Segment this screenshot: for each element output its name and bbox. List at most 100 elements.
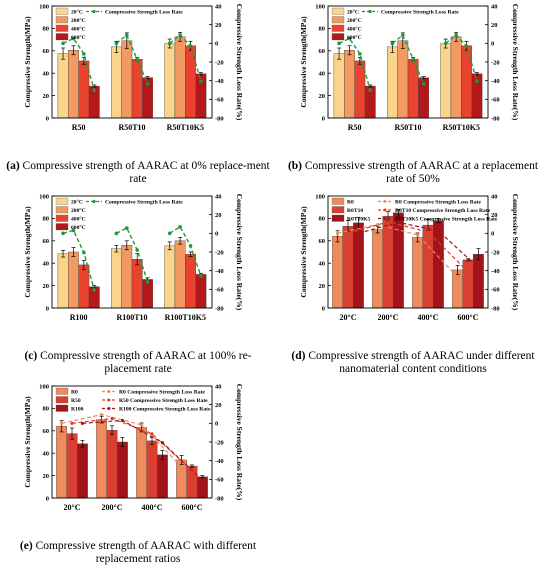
bar [332, 236, 344, 309]
loss-rate-point [396, 220, 400, 224]
legend-swatch [331, 197, 345, 205]
plot-frame [51, 385, 213, 499]
x-category-label: R50T10 [394, 123, 421, 132]
y2-tick-label: 40 [491, 193, 498, 200]
legend-marker [92, 199, 96, 204]
bar [110, 46, 122, 119]
legend-label: R50 [71, 398, 81, 404]
loss-rate-point [167, 231, 172, 236]
y-tick-label: 40 [319, 261, 326, 268]
legend-marker [107, 390, 111, 393]
y2-tick-label: -40 [215, 458, 224, 465]
y2-tick-label: -20 [491, 59, 500, 66]
chart-c: 0 20 40 60 80 100 -80 -60 -40 -20 0 20 40 R100 R100T10… [0, 190, 274, 350]
y-tick-label: 20 [43, 283, 50, 290]
y2-tick-label: -20 [215, 249, 224, 256]
loss-rate-point [125, 226, 129, 230]
loss-rate-line [358, 221, 479, 269]
loss-rate-point [368, 88, 373, 93]
y2-axis-title: Compressive Strength Loss Rate(%) [511, 4, 520, 121]
y2-tick-label: 20 [491, 212, 498, 219]
y2-tick-label: -60 [215, 287, 224, 294]
y-tick-label: 0 [322, 305, 325, 312]
y2-tick-label: -60 [215, 477, 224, 484]
y-axis-title: Compressive Strength(MPa) [299, 206, 308, 298]
legend-swatch [55, 24, 69, 32]
loss-rate-point [358, 52, 362, 56]
loss-rate-line [115, 34, 149, 85]
bar [106, 430, 118, 499]
legend-marker [107, 398, 111, 402]
y2-tick-label: -80 [491, 115, 500, 122]
y2-tick-label: 0 [491, 231, 494, 238]
y-tick-label: 0 [46, 305, 49, 312]
y2-tick-label: -60 [491, 287, 500, 294]
bar [57, 253, 69, 309]
bar [56, 426, 68, 499]
y-tick-label: 40 [43, 261, 50, 268]
loss-rate-line [347, 221, 469, 273]
y2-tick-label: 40 [491, 3, 498, 10]
legend-swatch [55, 404, 69, 412]
y-tick-label: 0 [46, 495, 49, 502]
y-tick-label: 60 [43, 238, 50, 245]
legend-swatch [55, 214, 69, 222]
legend-label: 200°C [347, 17, 362, 24]
y2-tick-label: -40 [491, 78, 500, 85]
legend-label: 600°C [71, 224, 86, 231]
legend-label: Compressive Strength Loss Rate [105, 9, 183, 15]
x-category-label: 600°C [182, 503, 203, 512]
legend-swatch [55, 197, 69, 205]
loss-rate-line [169, 33, 202, 82]
loss-rate-point [346, 231, 350, 235]
bar [397, 40, 409, 119]
y2-tick-label: 0 [215, 41, 218, 48]
bar [76, 443, 88, 499]
y-tick-label: 60 [43, 428, 50, 435]
x-category-label: 600°C [458, 313, 479, 322]
loss-rate-point [411, 57, 415, 62]
legend-swatch [331, 214, 345, 222]
legend-swatch [55, 16, 69, 24]
legend-label: 400°C [347, 25, 362, 32]
loss-rate-point [140, 423, 144, 427]
loss-rate-line [391, 34, 425, 85]
y-tick-label: 40 [319, 71, 326, 78]
legend-label: 20°C [71, 198, 83, 205]
plot-frame [51, 5, 213, 119]
legend-label: Compressive Strength Loss Rate [105, 199, 183, 205]
loss-rate-line [62, 37, 95, 91]
legend-marker [92, 9, 96, 14]
legend-swatch [55, 223, 69, 231]
bar [66, 433, 78, 499]
x-category-label: 200°C [378, 313, 399, 322]
y-tick-label: 0 [46, 115, 49, 122]
loss-rate-point [336, 231, 340, 235]
bar [450, 36, 462, 119]
y2-tick-label: 20 [215, 212, 222, 219]
y-tick-label: 80 [43, 406, 50, 413]
bar [440, 43, 452, 119]
legend-label: R0 Compressive Strength Loss Rate [119, 389, 205, 395]
legend-label: 600°C [71, 34, 86, 41]
loss-rate-point [356, 231, 360, 235]
loss-rate-line [82, 419, 203, 481]
loss-rate-point [180, 465, 184, 469]
y-tick-label: 100 [39, 193, 49, 200]
legend-swatch [331, 16, 345, 24]
bar [372, 229, 384, 309]
chart-b-svg: 0 20 40 60 80 100 -80 -60 -40 -20 0 20 40 R50 R50T10 R5… [299, 3, 520, 132]
x-category-label: R100T10 [116, 313, 147, 322]
loss-rate-point [120, 418, 124, 423]
y2-tick-label: 20 [491, 22, 498, 29]
loss-rate-point [145, 279, 150, 284]
y2-tick-label: 0 [215, 421, 218, 428]
legend-marker [383, 208, 387, 212]
loss-rate-point [80, 421, 84, 425]
loss-rate-line [445, 33, 478, 82]
loss-rate-point [114, 231, 119, 236]
loss-rate-point [71, 228, 76, 233]
legend-swatch [331, 24, 345, 32]
loss-rate-point [125, 33, 129, 38]
loss-rate-point [110, 416, 114, 421]
